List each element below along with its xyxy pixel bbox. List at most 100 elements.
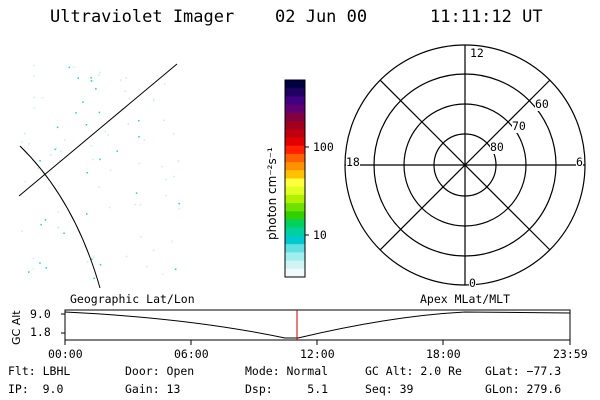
- speckle: [99, 263, 102, 266]
- ip-info: IP: 9.0: [8, 382, 64, 396]
- glat-info: GLat: −77.3: [485, 364, 562, 378]
- speckle: [116, 150, 118, 152]
- speckle: [86, 172, 88, 174]
- time-label: 11:11:12 UT: [430, 7, 543, 27]
- speckle: [57, 226, 59, 228]
- mlt-label-12: 12: [470, 46, 484, 60]
- date-label: 02 Jun 00: [275, 7, 368, 27]
- colorbar-band: [285, 268, 305, 278]
- speckle: [56, 126, 59, 129]
- speckle: [57, 211, 60, 213]
- speckle: [37, 167, 39, 170]
- colorbar-tick-10-label: 10: [313, 228, 327, 242]
- altitude-curve: [64, 311, 571, 339]
- speckle: [99, 158, 101, 161]
- speckle: [93, 277, 95, 280]
- colorbar-band: [285, 80, 305, 89]
- speckle: [63, 232, 65, 234]
- speckle: [146, 265, 148, 268]
- speckle: [135, 192, 138, 194]
- speckle: [98, 111, 101, 114]
- colorbar-band: [285, 178, 305, 188]
- speckle: [139, 204, 142, 206]
- door-info: Door: Open: [125, 364, 195, 378]
- altitude-tick-high: 9.0: [30, 307, 51, 321]
- speckle: [90, 77, 92, 79]
- speckle: [64, 139, 66, 141]
- speckle: [163, 119, 165, 121]
- speckle: [172, 133, 175, 135]
- colorbar-band: [285, 194, 305, 204]
- speckle: [125, 255, 128, 258]
- speckle: [104, 130, 106, 133]
- speckle: [24, 180, 27, 183]
- altitude-plot-frame: [64, 309, 571, 341]
- colorbar-gradient: [285, 80, 305, 278]
- speckle: [125, 77, 127, 79]
- speckle: [134, 203, 137, 206]
- speckle: [143, 139, 146, 141]
- colorbar-frame: [284, 79, 306, 278]
- colorbar-band: [285, 252, 305, 262]
- speckle: [91, 258, 93, 260]
- speckle: [92, 80, 94, 82]
- speckle: [98, 186, 100, 188]
- speckle: [85, 124, 88, 126]
- speckle: [90, 80, 93, 82]
- altitude-left-title: Geographic Lat/Lon: [70, 292, 195, 306]
- mlt-label-18: 18: [346, 155, 360, 169]
- speckle: [33, 107, 36, 109]
- colorbar-band: [285, 104, 305, 114]
- colorbar-band: [285, 112, 305, 122]
- speckle: [109, 169, 112, 172]
- speckle: [33, 64, 35, 67]
- speckle: [39, 160, 41, 162]
- colorbar-band: [285, 260, 305, 270]
- speckle: [39, 262, 41, 264]
- colorbar-band: [285, 211, 305, 221]
- mlt-label-0: 0: [469, 276, 476, 290]
- altitude-tick-low: 1.8: [30, 325, 51, 339]
- instrument-title: Ultraviolet Imager: [50, 7, 235, 27]
- speckle: [21, 230, 23, 232]
- speckle: [23, 132, 26, 135]
- speckle: [119, 79, 122, 81]
- mode-info: Mode: Normal: [245, 364, 329, 378]
- colorbar-band: [285, 186, 305, 196]
- speckle: [32, 268, 35, 270]
- speckle: [173, 175, 175, 178]
- speckle: [33, 75, 35, 77]
- speckle: [33, 96, 36, 99]
- speckle: [124, 90, 126, 93]
- lat-label-70: 70: [512, 119, 526, 133]
- speckle: [45, 267, 47, 269]
- speckle: [138, 136, 140, 138]
- speckle: [44, 219, 47, 221]
- speckle: [93, 256, 95, 258]
- altitude-xlabel-0: 00:00: [48, 347, 83, 361]
- colorbar-band: [285, 137, 305, 147]
- colorbar-band: [285, 129, 305, 138]
- colorbar-band: [285, 88, 305, 97]
- speckle: [171, 240, 173, 243]
- speckle: [138, 162, 141, 165]
- speckle: [140, 236, 142, 238]
- altitude-xlabel-1: 06:00: [174, 347, 209, 361]
- colorbar-band: [285, 219, 305, 229]
- speckle: [86, 213, 88, 215]
- speckle: [21, 141, 23, 143]
- speckle: [165, 194, 167, 197]
- speckle: [128, 97, 130, 100]
- gc-alt-info: GC Alt: 2.0 Re: [365, 364, 462, 378]
- speckle: [95, 88, 97, 90]
- seq-info: Seq: 39: [365, 382, 414, 396]
- altitude-xlabel-2: 12:00: [300, 347, 335, 361]
- map-limb-arc: [19, 145, 101, 289]
- speckle: [28, 143, 30, 145]
- emission-speckles: [21, 64, 180, 280]
- speckle: [178, 208, 180, 210]
- speckle: [72, 66, 75, 68]
- colorbar-band: [285, 170, 305, 179]
